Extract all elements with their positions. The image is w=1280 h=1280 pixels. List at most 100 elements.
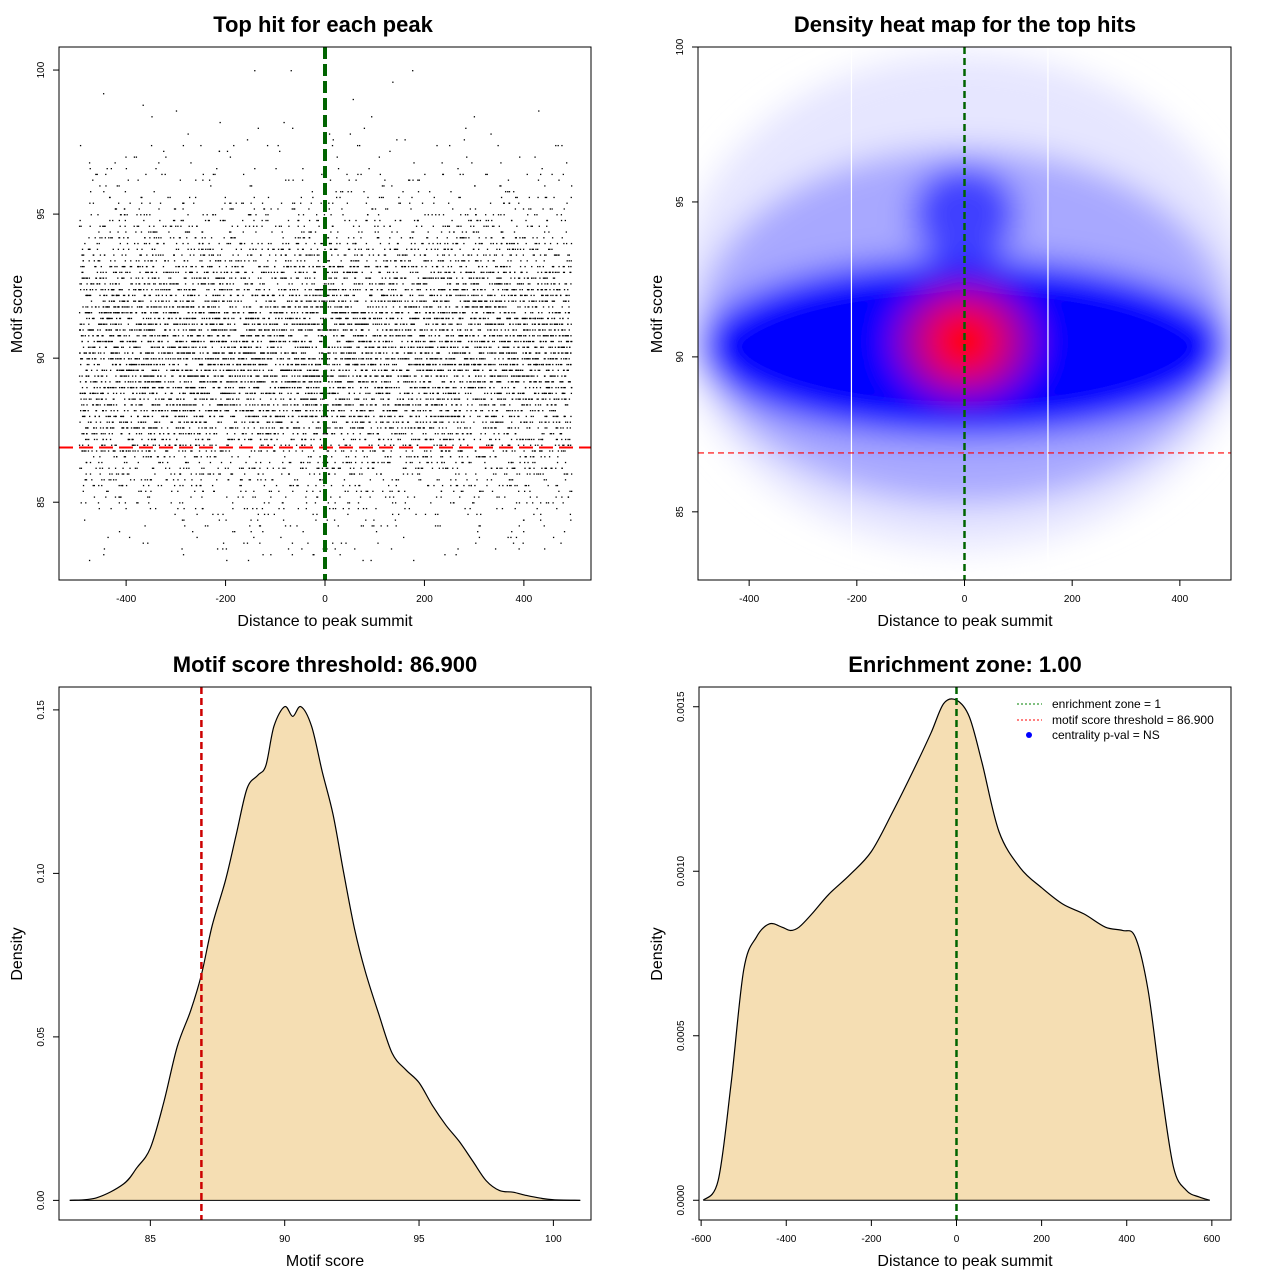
scatter-point — [83, 404, 85, 406]
scatter-point — [451, 329, 453, 331]
scatter-point — [147, 323, 150, 325]
scatter-point — [332, 312, 334, 314]
scatter-point — [250, 381, 252, 383]
scatter-point — [519, 265, 522, 268]
scatter-point — [100, 358, 102, 360]
scatter-point — [182, 208, 184, 210]
scatter-point — [255, 335, 257, 337]
scatter-point — [221, 248, 223, 250]
scatter-point — [197, 283, 199, 285]
scatter-point — [552, 415, 554, 418]
scatter-point — [511, 467, 513, 469]
scatter-point — [284, 525, 287, 527]
scatter-point — [276, 375, 278, 377]
scatter-point — [166, 323, 168, 325]
scatter-point — [186, 300, 188, 302]
scatter-point — [294, 289, 296, 291]
scatter-point — [525, 404, 528, 406]
scatter-point — [535, 352, 537, 354]
scatter-point — [258, 450, 260, 452]
scatter-point — [156, 392, 158, 395]
scatter-point — [497, 392, 499, 395]
scatter-point — [162, 346, 165, 348]
scatter-point — [291, 294, 293, 297]
scatter-point — [173, 237, 175, 239]
scatter-point — [518, 398, 521, 400]
scatter-point — [377, 542, 379, 544]
scatter-point — [128, 335, 131, 337]
scatter-point — [115, 306, 117, 308]
scatter-point — [290, 70, 292, 72]
scatter-point — [320, 340, 322, 343]
scatter-point — [153, 363, 155, 366]
scatter-point — [396, 300, 399, 302]
scatter-point — [557, 456, 559, 458]
scatter-point — [540, 519, 542, 521]
scatter-point — [136, 214, 138, 216]
scatter-point — [469, 271, 471, 274]
scatter-point — [196, 369, 198, 371]
scatter-point — [234, 375, 236, 377]
scatter-point — [311, 329, 313, 331]
scatter-point — [442, 438, 445, 441]
scatter-point — [98, 312, 101, 314]
scatter-point — [119, 421, 121, 423]
scatter-point — [494, 323, 497, 325]
scatter-point — [150, 346, 153, 348]
scatter-point — [104, 323, 106, 325]
scatter-point — [477, 283, 480, 285]
scatter-point — [465, 265, 467, 268]
scatter-point — [401, 254, 404, 256]
scatter-point — [193, 392, 195, 395]
scatter-point — [246, 254, 249, 256]
scatter-point — [361, 271, 363, 274]
scatter-point — [157, 242, 159, 245]
scatter-point — [443, 346, 446, 348]
scatter-point — [364, 346, 366, 348]
scatter-point — [569, 438, 571, 441]
scatter-point — [392, 421, 395, 423]
scatter-point — [458, 473, 460, 475]
scatter-point — [449, 294, 451, 297]
scatter-point — [230, 392, 232, 395]
scatter-point — [448, 421, 450, 423]
scatter-point — [98, 398, 100, 400]
scatter-point — [267, 196, 270, 199]
scatter-point — [552, 335, 554, 337]
scatter-point — [284, 467, 286, 469]
scatter-point — [147, 386, 149, 389]
scatter-point — [387, 456, 389, 458]
scatter-point — [271, 352, 273, 354]
scatter-point — [439, 358, 441, 360]
scatter-point — [341, 265, 343, 268]
scatter-point — [199, 260, 201, 262]
scatter-point — [128, 363, 131, 366]
scatter-point — [212, 248, 214, 250]
scatter-point — [412, 381, 414, 383]
scatter-point — [448, 358, 450, 360]
scatter-point — [371, 467, 374, 469]
scatter-point — [505, 312, 507, 314]
scatter-point — [551, 375, 553, 377]
scatter-point — [291, 375, 293, 377]
scatter-point — [460, 271, 462, 274]
scatter-point — [450, 358, 452, 360]
scatter-point — [511, 294, 513, 297]
scatter-point — [477, 363, 479, 366]
scatter-point — [525, 219, 527, 222]
scatter-point — [524, 375, 526, 377]
scatter-point — [329, 306, 332, 308]
scatter-point — [200, 381, 203, 383]
scatter-point — [387, 381, 389, 383]
scatter-point — [501, 340, 503, 343]
scatter-point — [394, 329, 396, 331]
scatter-point — [182, 306, 184, 308]
scatter-point — [218, 242, 220, 245]
scatter-point — [488, 346, 491, 348]
scatter-point — [168, 277, 170, 279]
scatter-point — [524, 265, 526, 268]
scatter-point — [411, 231, 413, 233]
scatter-point — [487, 260, 489, 262]
scatter-point — [232, 502, 234, 504]
scatter-point — [391, 358, 394, 360]
